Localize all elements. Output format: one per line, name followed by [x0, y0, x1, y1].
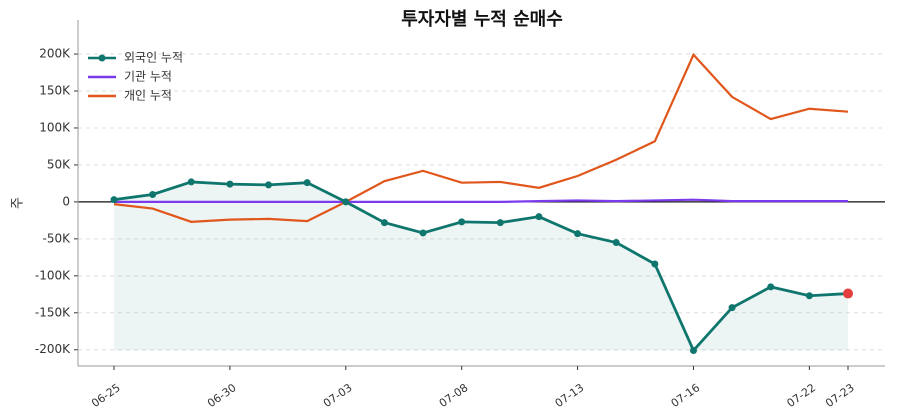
point	[149, 190, 157, 198]
point	[419, 229, 427, 237]
x-tick-label: 07-16	[669, 381, 703, 410]
line	[113, 180, 849, 354]
y-tick-label: 0	[62, 194, 70, 208]
line	[114, 198, 848, 203]
y-tick-label: 100K	[39, 120, 71, 134]
point	[612, 239, 620, 247]
legend-label: 개인 누적	[124, 89, 172, 103]
point	[574, 230, 582, 238]
point	[265, 181, 273, 189]
x-tick-label: 07-13	[553, 381, 587, 410]
y-tick-label: -200K	[35, 342, 71, 356]
legend-label: 외국인 누적	[124, 51, 183, 65]
legend-label: 기관 누적	[124, 70, 172, 84]
y-tick-label: -100K	[35, 268, 71, 282]
point	[496, 219, 504, 227]
point	[651, 260, 659, 268]
point	[458, 218, 466, 226]
point	[187, 178, 195, 186]
x-tick-label: 07-03	[321, 381, 355, 410]
y-tick-label: 50K	[47, 157, 71, 171]
point	[535, 213, 543, 221]
area	[114, 181, 848, 351]
x-tick-label: 06-25	[89, 381, 123, 410]
legend-marker	[98, 54, 106, 62]
x-tick-label: 07-23	[823, 381, 857, 410]
chart-title: 투자자별 누적 순매수	[401, 9, 563, 30]
x-tick-label: 07-22	[784, 381, 818, 410]
point	[767, 283, 775, 291]
point	[110, 196, 118, 204]
y-tick-label: 150K	[39, 84, 71, 98]
y-axis-label: 주	[11, 197, 26, 209]
point	[380, 219, 388, 227]
point	[728, 304, 736, 312]
point	[303, 179, 311, 187]
point	[226, 180, 234, 188]
point	[843, 288, 853, 299]
y-tick-label: -50K	[43, 231, 72, 245]
y-tick-label: 200K	[39, 47, 71, 61]
line	[113, 52, 849, 223]
point	[805, 292, 813, 300]
x-tick-label: 07-08	[437, 381, 471, 410]
point	[342, 198, 350, 206]
point	[689, 346, 697, 354]
x-tick-label: 06-30	[205, 381, 239, 410]
y-tick-label: -150K	[35, 305, 71, 319]
